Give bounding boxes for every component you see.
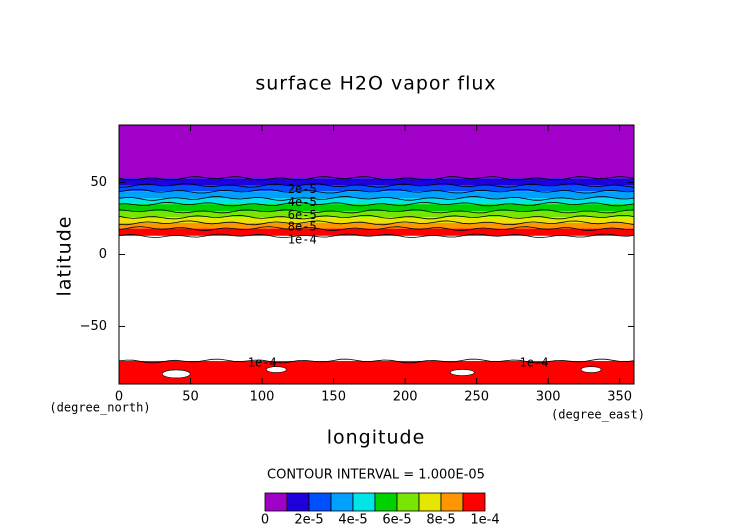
colorbar-box: [264, 492, 288, 512]
contour-fill: [119, 211, 634, 218]
contour-fill: [119, 191, 634, 199]
x-tick-label: 250: [464, 390, 489, 405]
contour-label: 8e-5: [288, 219, 317, 233]
chart-title: surface H2O vapor flux: [255, 73, 496, 95]
contour-fill: [119, 185, 634, 192]
plot-area: 2e-54e-56e-58e-51e-41e-4 1e-4: [118, 125, 635, 384]
contour-patch: [266, 366, 287, 373]
colorbar-box: [374, 492, 398, 512]
colorbar-box: [308, 492, 332, 512]
x-tick-label: 300: [536, 390, 561, 405]
contour-patch: [161, 369, 191, 379]
contour-line: [118, 233, 635, 239]
contour-patch: [580, 366, 602, 373]
contour-patch: [450, 369, 475, 376]
colorbar-box: [418, 492, 442, 512]
colorbar-box: [440, 492, 464, 512]
x-axis-label: longitude: [327, 427, 426, 449]
contour-line: [118, 214, 635, 220]
y-unit: (degree_north): [49, 401, 150, 415]
contour-line: [118, 183, 635, 188]
contour-label: 2e-5: [288, 182, 317, 196]
colorbar-title: CONTOUR INTERVAL = 1.000E-05: [267, 468, 485, 483]
contour-label: 1e-4: [520, 355, 549, 369]
contour-fill: [119, 228, 634, 236]
contour-line: [118, 201, 635, 207]
contour-fill: [119, 204, 634, 212]
contour-fill: [119, 178, 634, 186]
colorbar-box: [286, 492, 310, 512]
contour-label: 1e-4: [248, 355, 277, 369]
x-tick-label: 50: [182, 390, 199, 405]
contour-fill: [119, 198, 634, 205]
contour-fill: [119, 360, 634, 384]
x-tick-label: 150: [321, 390, 346, 405]
contour-line: [118, 220, 635, 226]
contour-line: [118, 176, 635, 181]
y-tick-label: 50: [90, 175, 107, 190]
colorbar-tick-label: 8e-5: [426, 513, 455, 528]
colorbar-tick-label: 6e-5: [382, 513, 411, 528]
colorbar-tick-label: 0: [261, 513, 269, 528]
contour-line: [118, 209, 635, 214]
contour-line: [118, 196, 635, 201]
contour-line: [118, 358, 635, 364]
y-axis-label: latitude: [54, 216, 76, 297]
x-tick-label: 0: [115, 390, 123, 405]
colorbar-box: [462, 492, 486, 512]
x-tick-label: 350: [607, 390, 632, 405]
colorbar-box: [396, 492, 420, 512]
x-tick-label: 200: [393, 390, 418, 405]
contour-label: 4e-5: [288, 195, 317, 209]
colorbar-box: [330, 492, 354, 512]
x-tick-label: 100: [250, 390, 275, 405]
contour-line: [118, 188, 635, 194]
y-tick-label: 0: [99, 247, 107, 262]
contour-fill: [119, 125, 634, 179]
colorbar-tick-label: 2e-5: [294, 513, 323, 528]
colorbar-box: [352, 492, 376, 512]
contour-label: 1e-4: [288, 232, 317, 246]
contour-line: [118, 226, 635, 232]
contour-fill: [119, 222, 634, 229]
x-unit: (degree_east): [551, 408, 645, 422]
contour-fill: [119, 217, 634, 223]
colorbar-tick-label: 1e-4: [470, 513, 499, 528]
colorbar-tick-label: 4e-5: [338, 513, 367, 528]
y-tick-label: −50: [80, 319, 107, 334]
